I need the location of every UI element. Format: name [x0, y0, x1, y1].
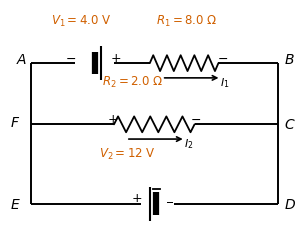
Text: $+$: $+$ — [110, 52, 121, 65]
Text: $I_1$: $I_1$ — [220, 76, 230, 90]
Text: $I_2$: $I_2$ — [184, 136, 194, 150]
Text: $V_1 = 4.0$ V: $V_1 = 4.0$ V — [51, 14, 112, 29]
Text: $-$: $-$ — [217, 52, 228, 65]
Text: $\overline{\ }$: $\overline{\ }$ — [166, 194, 172, 207]
Text: $E$: $E$ — [10, 197, 20, 211]
Text: $-$: $-$ — [65, 52, 76, 65]
Text: $B$: $B$ — [284, 52, 295, 66]
Text: $+$: $+$ — [107, 113, 118, 126]
Text: $+$: $+$ — [131, 191, 142, 204]
Text: $D$: $D$ — [284, 197, 296, 211]
Text: $C$: $C$ — [284, 118, 296, 132]
Text: $A$: $A$ — [16, 52, 27, 66]
Text: $R_1 = 8.0\ \Omega$: $R_1 = 8.0\ \Omega$ — [156, 14, 217, 29]
Text: $R_2 = 2.0\ \Omega$: $R_2 = 2.0\ \Omega$ — [102, 75, 164, 90]
Text: $V_2 = 12$ V: $V_2 = 12$ V — [99, 146, 156, 161]
Text: $-$: $-$ — [190, 113, 202, 126]
Text: $F$: $F$ — [10, 116, 20, 129]
